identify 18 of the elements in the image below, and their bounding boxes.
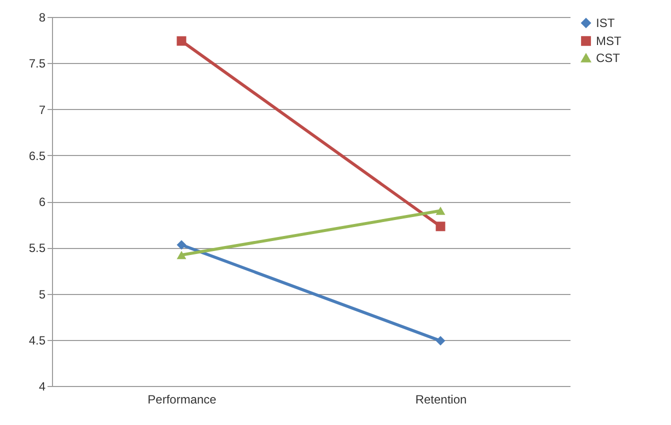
y-tick-label: 5.5: [28, 241, 46, 256]
y-tick-label: 4: [38, 380, 46, 394]
legend-label: CST: [596, 51, 621, 65]
legend-label: MST: [596, 34, 622, 48]
y-tick-label: 4.5: [28, 333, 46, 348]
y-tick-label: 6.5: [28, 148, 46, 163]
y-tick-label: 7: [38, 102, 46, 117]
point: [436, 336, 446, 346]
point: [176, 240, 186, 250]
x-tick-label: Retention: [415, 392, 467, 406]
point: [436, 222, 446, 232]
x-tick-label: Performance: [148, 392, 217, 406]
y-tick-label: 8: [38, 10, 46, 24]
point: [176, 36, 186, 46]
y-tick-label: 7.5: [28, 56, 46, 71]
y-tick-label: 5: [38, 287, 46, 302]
y-tick-label: 6: [38, 195, 46, 209]
legend-label: IST: [596, 16, 616, 30]
